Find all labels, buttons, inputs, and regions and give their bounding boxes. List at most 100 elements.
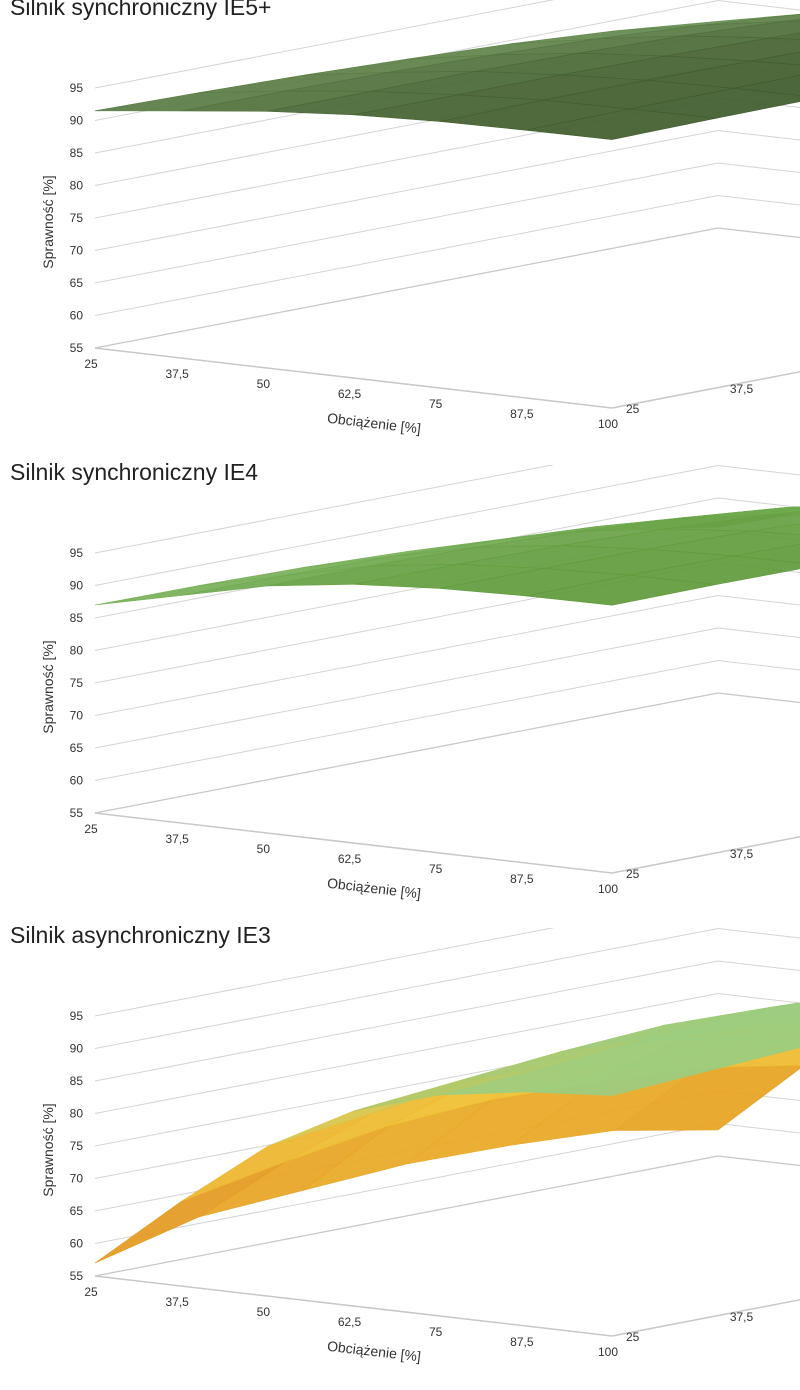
y-tick-label: 37,5 — [730, 1310, 754, 1324]
gridline-back — [94, 1123, 719, 1244]
gridline-side — [718, 928, 800, 956]
z-tick-label: 70 — [70, 1172, 84, 1186]
gridline-back — [94, 993, 719, 1114]
chart-title-ie5: Silnik synchroniczny IE5+ — [10, 0, 272, 20]
y-tick-label: 25 — [626, 402, 640, 416]
ticks-ie5: 55 60 65 70 75 80 85 90 95 25 37,5 50 62,5 75 87,5 100 2… — [70, 81, 754, 431]
chart-svg-ie4: 55 60 65 70 75 80 85 90 95 25 37,5 50 62,5 75 87,5 100 2… — [40, 465, 800, 902]
x-axis-line — [94, 812, 613, 874]
z-tick-label: 65 — [70, 1204, 84, 1218]
chart-panel-ie3: 55 60 65 70 75 80 85 90 95 25 37,5 50 62,5 75 87,5 100 2… — [0, 922, 800, 1390]
gridline-side — [717, 227, 800, 239]
gridline-side — [717, 130, 800, 141]
z-tick-label: 55 — [70, 1269, 84, 1283]
gridline-side — [717, 595, 800, 606]
z-tick-label: 70 — [70, 244, 84, 258]
gridline-back — [94, 195, 719, 316]
x-axis-title: Obciążenie [%] — [326, 410, 421, 437]
side-floor-line — [717, 692, 800, 704]
x-tick-label: 62,5 — [338, 387, 362, 401]
x-tick-label: 25 — [84, 357, 98, 371]
back-floor-line — [94, 227, 719, 349]
y-axis-line — [611, 371, 800, 409]
x-tick-label: 75 — [429, 862, 443, 876]
z-tick-label: 70 — [70, 709, 84, 723]
z-tick-label: 75 — [70, 211, 84, 225]
y-axis-line — [611, 1299, 800, 1337]
x-tick-label: 37,5 — [165, 1295, 189, 1309]
x-tick-label: 100 — [598, 1345, 618, 1359]
z-tick-label: 90 — [70, 114, 84, 128]
z-tick-label: 65 — [70, 741, 84, 755]
z-tick-label: 90 — [70, 579, 84, 593]
z-tick-label: 85 — [70, 146, 84, 160]
x-tick-label: 87,5 — [510, 1335, 534, 1349]
z-tick-label: 80 — [70, 179, 84, 193]
z-axis-title: Sprawność [%] — [40, 1103, 56, 1196]
gridline-back — [94, 660, 719, 781]
surface-patch — [525, 1065, 716, 1096]
x-tick-label: 25 — [84, 822, 98, 836]
x-tick-label: 50 — [257, 377, 271, 391]
x-axis-title: Obciążenie [%] — [326, 875, 421, 902]
z-tick-label: 85 — [70, 1074, 84, 1088]
z-tick-label: 75 — [70, 1139, 84, 1153]
chart-panel-ie4: 55 60 65 70 75 80 85 90 95 25 37,5 50 62,5 75 87,5 100 2… — [0, 459, 800, 925]
x-tick-label: 100 — [598, 882, 618, 896]
x-tick-label: 62,5 — [338, 1315, 362, 1329]
gridline-back — [94, 595, 719, 716]
chart-title-ie3: Silnik asynchroniczny IE3 — [10, 922, 271, 948]
z-tick-label: 95 — [70, 1009, 84, 1023]
back-floor-line — [94, 1155, 719, 1277]
gridline-side — [717, 627, 800, 639]
x-tick-label: 37,5 — [165, 367, 189, 381]
gridline-back — [94, 130, 719, 251]
y-tick-label: 37,5 — [730, 382, 754, 396]
x-tick-label: 87,5 — [510, 872, 534, 886]
y-tick-label: 25 — [626, 867, 640, 881]
surface-patch — [751, 1003, 800, 1013]
gridline-side — [718, 465, 800, 493]
gridline-side — [717, 1123, 800, 1134]
chart-svg-ie5: 55 60 65 70 75 80 85 90 95 25 37,5 50 62,5 75 87,5 100 2… — [40, 0, 800, 437]
x-axis-line — [94, 1275, 613, 1337]
z-tick-label: 55 — [70, 341, 84, 355]
x-axis-line — [94, 347, 613, 409]
z-tick-label: 75 — [70, 676, 84, 690]
x-tick-label: 37,5 — [165, 832, 189, 846]
gridline-back — [94, 465, 719, 586]
gridline-back — [94, 928, 555, 1017]
z-tick-label: 95 — [70, 546, 84, 560]
z-tick-label: 60 — [70, 1237, 84, 1251]
surface-patch — [525, 108, 716, 140]
surface-ie3 — [94, 1002, 800, 1264]
z-tick-label: 90 — [70, 1042, 84, 1056]
back-floor-line — [94, 692, 719, 814]
z-axis-title: Sprawność [%] — [40, 640, 56, 733]
surface-ie4 — [94, 506, 800, 606]
gridline-back — [94, 627, 719, 749]
x-tick-label: 100 — [598, 417, 618, 431]
chart-panel-ie5: 55 60 65 70 75 80 85 90 95 25 37,5 50 62,5 75 87,5 100 2… — [0, 0, 800, 460]
gridline-back — [94, 162, 719, 284]
gridline-side — [717, 162, 800, 174]
y-tick-label: 25 — [626, 1330, 640, 1344]
z-tick-label: 65 — [70, 276, 84, 290]
y-tick-label: 37,5 — [730, 847, 754, 861]
ticks-ie4: 55 60 65 70 75 80 85 90 95 25 37,5 50 62,5 75 87,5 100 2… — [70, 546, 754, 896]
axis-titles-ie5: Sprawność [%]Obciążenie [%]Znamionowa pr… — [40, 175, 422, 437]
gridline-side — [717, 195, 800, 206]
gridline-side — [717, 692, 800, 704]
y-axis-line — [611, 836, 800, 874]
gridline-side — [717, 1155, 800, 1167]
gridline-side — [717, 928, 800, 939]
x-tick-label: 75 — [429, 397, 443, 411]
grid-ie4 — [94, 465, 800, 874]
side-floor-line — [717, 1155, 800, 1167]
z-tick-label: 80 — [70, 644, 84, 658]
grid-ie3 — [94, 928, 800, 1337]
z-tick-label: 95 — [70, 81, 84, 95]
surface-ie5 — [94, 13, 800, 140]
z-axis-title: Sprawność [%] — [40, 175, 56, 268]
ticks-ie3: 55 60 65 70 75 80 85 90 95 25 37,5 50 62,5 75 87,5 100 2… — [70, 1009, 754, 1359]
